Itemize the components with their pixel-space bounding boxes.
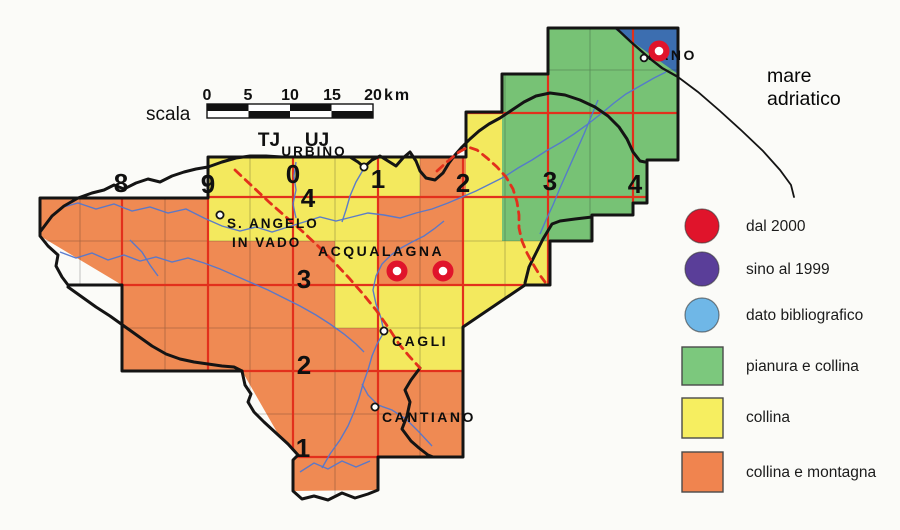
legend-item-zone: pianura e collina xyxy=(681,346,859,386)
record-markers xyxy=(386,40,670,282)
utm-zone-label-tj: TJ xyxy=(258,130,280,151)
town-label-in-vado: IN VADO xyxy=(232,235,301,250)
scale-bar-label: scala xyxy=(146,104,191,125)
zone-cell-green xyxy=(592,197,633,215)
boundary-east xyxy=(523,215,594,285)
province-map: 8 9 0 1 2 3 4 4 3 2 1 URBINO S. ANGELO I… xyxy=(38,26,795,502)
town-dot-cantiano xyxy=(370,402,380,412)
river xyxy=(361,383,433,447)
legend-item-record: dal 2000 xyxy=(684,208,806,244)
town-label-cagli: CAGLI xyxy=(392,333,448,349)
grid-number-side: 2 xyxy=(297,350,311,380)
scale-bar-segment xyxy=(331,111,373,118)
legend-swatch-collina-montagna xyxy=(681,451,724,493)
record-marker-acqualagna-west xyxy=(386,260,408,282)
legend-label: collina e montagna xyxy=(746,464,876,481)
grid-number-top: 1 xyxy=(371,164,385,194)
boundary-southwest xyxy=(66,285,244,373)
town-label-urbino: URBINO xyxy=(281,144,346,159)
grid-number-top: 8 xyxy=(114,168,128,198)
zone-cell-yellow xyxy=(208,157,420,198)
grid-number-top: 4 xyxy=(628,169,643,199)
boundary-southeast xyxy=(400,366,435,459)
scale-tick: 20 xyxy=(364,87,382,104)
grid-numbers: 8 9 0 1 2 3 4 4 3 2 1 xyxy=(114,159,643,463)
coastline-offshore xyxy=(677,76,795,198)
scale-tick: 5 xyxy=(244,87,253,104)
grid-number-top: 3 xyxy=(543,166,557,196)
scale-unit: km xyxy=(384,87,411,104)
town-label-s-angelo: S. ANGELO xyxy=(227,216,319,231)
town-labels: URBINO S. ANGELO IN VADO ACQUALAGNA CAGL… xyxy=(215,47,694,425)
legend-label: dato bibliografico xyxy=(746,307,863,324)
river xyxy=(539,99,599,235)
record-marker-acqualagna-east xyxy=(432,260,454,282)
scale-bar-segment xyxy=(290,104,332,111)
grid-number-top: 0 xyxy=(286,159,300,189)
legend-item-zone: collina xyxy=(681,397,790,439)
river xyxy=(59,71,667,233)
legend: dal 2000 sino al 1999 dato bibliografico… xyxy=(681,208,876,493)
river xyxy=(341,169,364,223)
town-label-cantiano: CANTIANO xyxy=(382,409,476,425)
legend-item-record: dato bibliografico xyxy=(684,297,863,333)
sea-label-line1: mare xyxy=(767,65,811,87)
grid-number-side: 3 xyxy=(297,264,311,294)
scale-tick: 0 xyxy=(203,87,212,104)
grid-number-side: 4 xyxy=(301,183,316,213)
legend-swatch-sino-1999 xyxy=(684,251,720,287)
grid-number-top: 9 xyxy=(201,169,215,199)
legend-label: pianura e collina xyxy=(746,358,859,375)
legend-swatch-pianura-collina xyxy=(681,346,724,386)
utm-zone-label-uj: UJ xyxy=(305,130,329,151)
legend-swatch-collina xyxy=(681,397,724,439)
scale-tick: 10 xyxy=(281,87,299,104)
scale-bar: scala 0 5 10 15 20 km TJ UJ xyxy=(146,87,411,151)
sea-label-line2: adriatico xyxy=(767,88,841,110)
legend-label: collina xyxy=(746,409,790,426)
town-dot-cagli xyxy=(379,326,389,336)
zone-cell-yellow xyxy=(378,285,463,371)
dashed-line-east xyxy=(435,145,547,284)
terrain-cells xyxy=(40,28,678,500)
river xyxy=(292,161,297,219)
scale-bar-segment xyxy=(207,104,249,111)
town-dot-s-angelo xyxy=(215,210,225,220)
river xyxy=(59,251,365,353)
zone-cell-yellow xyxy=(463,198,502,285)
legend-item-zone: collina e montagna xyxy=(681,451,876,493)
zone-cell-green xyxy=(502,198,548,241)
river xyxy=(321,220,445,469)
legend-swatch-bibliografico xyxy=(684,297,720,333)
town-dot-fano xyxy=(639,53,649,63)
scale-tick: 15 xyxy=(323,87,341,104)
town-label-acqualagna: ACQUALAGNA xyxy=(318,243,444,259)
grid-number-side: 1 xyxy=(296,433,310,463)
sea-label: mare adriatico xyxy=(767,65,841,110)
boundary-north xyxy=(38,91,647,234)
region-outline xyxy=(38,26,680,502)
record-marker-fano xyxy=(648,40,670,62)
grid-number-top: 2 xyxy=(456,168,470,198)
legend-label: sino al 1999 xyxy=(746,261,830,278)
river xyxy=(129,239,159,277)
rivers xyxy=(59,71,667,473)
dashed-limit-lines xyxy=(233,145,547,370)
town-dot-urbino xyxy=(359,162,369,172)
legend-label: dal 2000 xyxy=(746,218,806,235)
scale-bar-segment xyxy=(248,111,290,118)
legend-swatch-dal-2000 xyxy=(684,208,720,244)
legend-item-record: sino al 1999 xyxy=(684,251,830,287)
river xyxy=(299,460,371,473)
dashed-line-west xyxy=(233,168,422,370)
